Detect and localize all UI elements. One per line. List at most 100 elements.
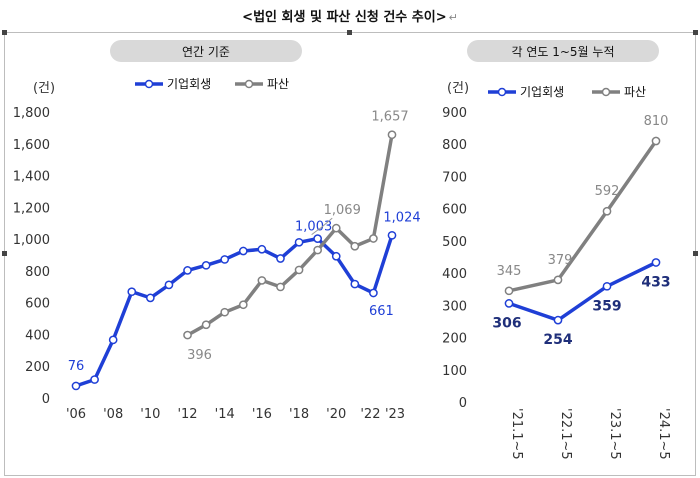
- data-point-rehab: [220, 255, 230, 264]
- y-tick-label: 300: [442, 299, 467, 314]
- resize-handle-top-left[interactable]: [2, 30, 7, 35]
- data-point-rehab: [504, 299, 514, 308]
- data-label: 433: [641, 274, 670, 290]
- legend-label-bankruptcy: 파산: [624, 85, 646, 99]
- data-point-bankruptcy: [553, 275, 563, 285]
- series-line-bankruptcy: [186, 134, 394, 337]
- data-point-rehab: [313, 234, 322, 243]
- resize-handle-top-center[interactable]: [347, 30, 352, 35]
- y-tick-label: 600: [442, 203, 467, 218]
- y-tick-label: 200: [25, 360, 50, 375]
- data-point-bankruptcy: [331, 223, 341, 233]
- data-point-rehab: [257, 244, 267, 254]
- annotation-leader-line: [317, 217, 333, 231]
- cumulative-y-axis: 0 100 200 300 400 500 600 700 800 900: [442, 106, 467, 411]
- legend-marker-bankruptcy: [601, 87, 611, 97]
- data-point-rehab: [369, 288, 378, 298]
- x-tick-label: '23: [385, 407, 405, 422]
- annual-chart: 연간 기준 (건) 기업회생 파산 0 200 400 600 800 1,000 1,200…: [13, 40, 421, 422]
- x-tick-label: '18: [289, 407, 309, 422]
- data-point-rehab: [651, 258, 661, 267]
- data-point-bankruptcy: [504, 286, 514, 296]
- data-label: 1,657: [371, 110, 408, 125]
- data-point-bankruptcy: [294, 265, 304, 275]
- data-label: 1,069: [324, 203, 361, 218]
- y-tick-label: 700: [442, 170, 467, 185]
- data-point-rehab: [108, 335, 118, 345]
- x-tick-label: '22.1~5: [558, 408, 573, 460]
- series-line-rehab: [75, 234, 394, 388]
- annual-title-pill: [110, 40, 302, 62]
- y-tick-label: 400: [25, 328, 50, 343]
- y-tick-label: 0: [42, 392, 50, 407]
- x-tick-label: '20: [326, 407, 346, 422]
- data-point-rehab: [331, 251, 341, 261]
- x-tick-label: '08: [103, 407, 123, 422]
- cumulative-x-axis: '21.1~5 '22.1~5 '23.1~5 '24.1~5: [509, 408, 671, 460]
- cumulative-y-unit: (건): [447, 81, 469, 96]
- y-tick-label: 1,200: [13, 201, 50, 216]
- cumulative-title-pill: [467, 40, 659, 62]
- data-point-rehab: [71, 381, 81, 391]
- resize-handle-middle-left[interactable]: [2, 251, 7, 256]
- data-label: 76: [68, 359, 85, 374]
- data-label: 1,003: [295, 220, 332, 235]
- data-point-rehab: [146, 293, 155, 303]
- data-point-bankruptcy: [350, 241, 360, 251]
- y-tick-label: 800: [442, 138, 467, 153]
- data-point-bankruptcy: [369, 234, 378, 243]
- data-point-rehab: [127, 287, 137, 297]
- data-point-bankruptcy: [201, 320, 211, 330]
- legend-marker-bankruptcy: [244, 79, 254, 89]
- x-tick-label: '14: [215, 407, 235, 422]
- data-point-rehab: [201, 260, 211, 270]
- x-tick-label: '22: [360, 407, 380, 422]
- y-tick-label: 1,400: [13, 170, 50, 185]
- data-point-rehab: [602, 281, 612, 291]
- resize-handle-top-right[interactable]: [693, 30, 698, 35]
- data-point-rehab: [294, 237, 304, 247]
- data-point-rehab: [387, 230, 397, 240]
- annual-chart-title: 연간 기준: [182, 45, 230, 59]
- cumulative-chart-title: 각 연도 1~5월 누적: [511, 45, 614, 59]
- data-label: 379: [548, 253, 573, 268]
- annual-legend: 기업회생 파산: [135, 77, 289, 91]
- legend-label-bankruptcy: 파산: [267, 77, 289, 91]
- series-line-bankruptcy: [508, 139, 658, 293]
- cumulative-chart: 각 연도 1~5월 누적 (건) 기업회생 파산 0 100 200 300 400 500…: [442, 40, 671, 460]
- data-label: 359: [592, 298, 621, 314]
- cumulative-series: [504, 136, 661, 325]
- x-tick-label: '06: [66, 407, 86, 422]
- y-tick-label: 100: [442, 364, 467, 379]
- data-point-rehab: [553, 315, 563, 325]
- y-tick-label: 0: [459, 396, 467, 411]
- y-tick-label: 800: [25, 265, 50, 280]
- annual-series: [71, 130, 397, 391]
- data-point-rehab: [90, 375, 99, 384]
- data-label: 810: [644, 114, 669, 129]
- annual-y-unit: (건): [33, 81, 55, 96]
- data-point-bankruptcy: [651, 136, 661, 146]
- data-label: 592: [595, 184, 620, 199]
- data-point-bankruptcy: [238, 300, 248, 310]
- data-label: 254: [543, 332, 572, 348]
- data-label: 661: [369, 304, 394, 319]
- legend-marker-rehab: [144, 79, 154, 89]
- data-point-bankruptcy: [602, 206, 612, 216]
- data-point-bankruptcy: [276, 282, 285, 292]
- data-point-rehab: [183, 266, 192, 275]
- resize-handle-middle-right[interactable]: [693, 251, 698, 256]
- data-label: 396: [187, 348, 212, 363]
- return-mark-icon: ↵: [448, 11, 458, 24]
- data-point-bankruptcy: [313, 245, 322, 255]
- y-tick-label: 900: [442, 106, 467, 121]
- data-label: 1,024: [383, 210, 420, 225]
- legend-label-rehab: 기업회생: [167, 77, 211, 91]
- data-point-rehab: [276, 254, 285, 263]
- x-tick-label: '24.1~5: [656, 408, 671, 460]
- data-point-bankruptcy: [183, 330, 192, 340]
- page-title: <법인 회생 및 파산 신청 건수 추이> ↵: [0, 6, 700, 25]
- data-point-bankruptcy: [220, 307, 230, 317]
- page-title-text: <법인 회생 및 파산 신청 건수 추이>: [242, 10, 447, 25]
